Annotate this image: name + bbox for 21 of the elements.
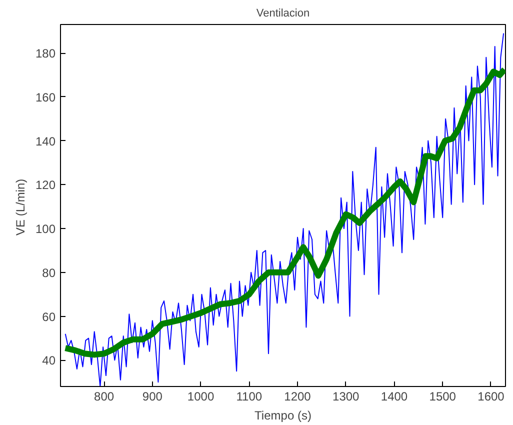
y-tick-label: 60 bbox=[42, 310, 56, 324]
x-tick-label: 1500 bbox=[429, 390, 456, 404]
x-tick-label: 1300 bbox=[332, 390, 360, 404]
x-axis-title: Tiempo (s) bbox=[254, 408, 312, 422]
y-tick-label: 160 bbox=[35, 90, 56, 104]
chart-title: Ventilacion bbox=[256, 8, 310, 20]
y-tick-label: 100 bbox=[35, 222, 56, 236]
line-series bbox=[64, 32, 504, 386]
y-tick-label: 80 bbox=[42, 266, 56, 280]
x-tick-label: 900 bbox=[142, 390, 163, 404]
y-tick-label: 140 bbox=[35, 134, 56, 148]
x-tick-label: 1000 bbox=[187, 390, 214, 404]
y-axis-title: VE (L/min) bbox=[13, 178, 28, 236]
x-tick-label: 1100 bbox=[236, 390, 262, 404]
y-tick-label: 180 bbox=[35, 46, 56, 61]
y-tick-label: 120 bbox=[35, 178, 56, 192]
x-tick-label: 1200 bbox=[284, 390, 312, 404]
x-tick-label: 800 bbox=[94, 390, 114, 404]
y-tick-label: 40 bbox=[42, 354, 56, 368]
x-tick-label: 1600 bbox=[478, 390, 505, 404]
x-tick-label: 1400 bbox=[380, 390, 408, 404]
